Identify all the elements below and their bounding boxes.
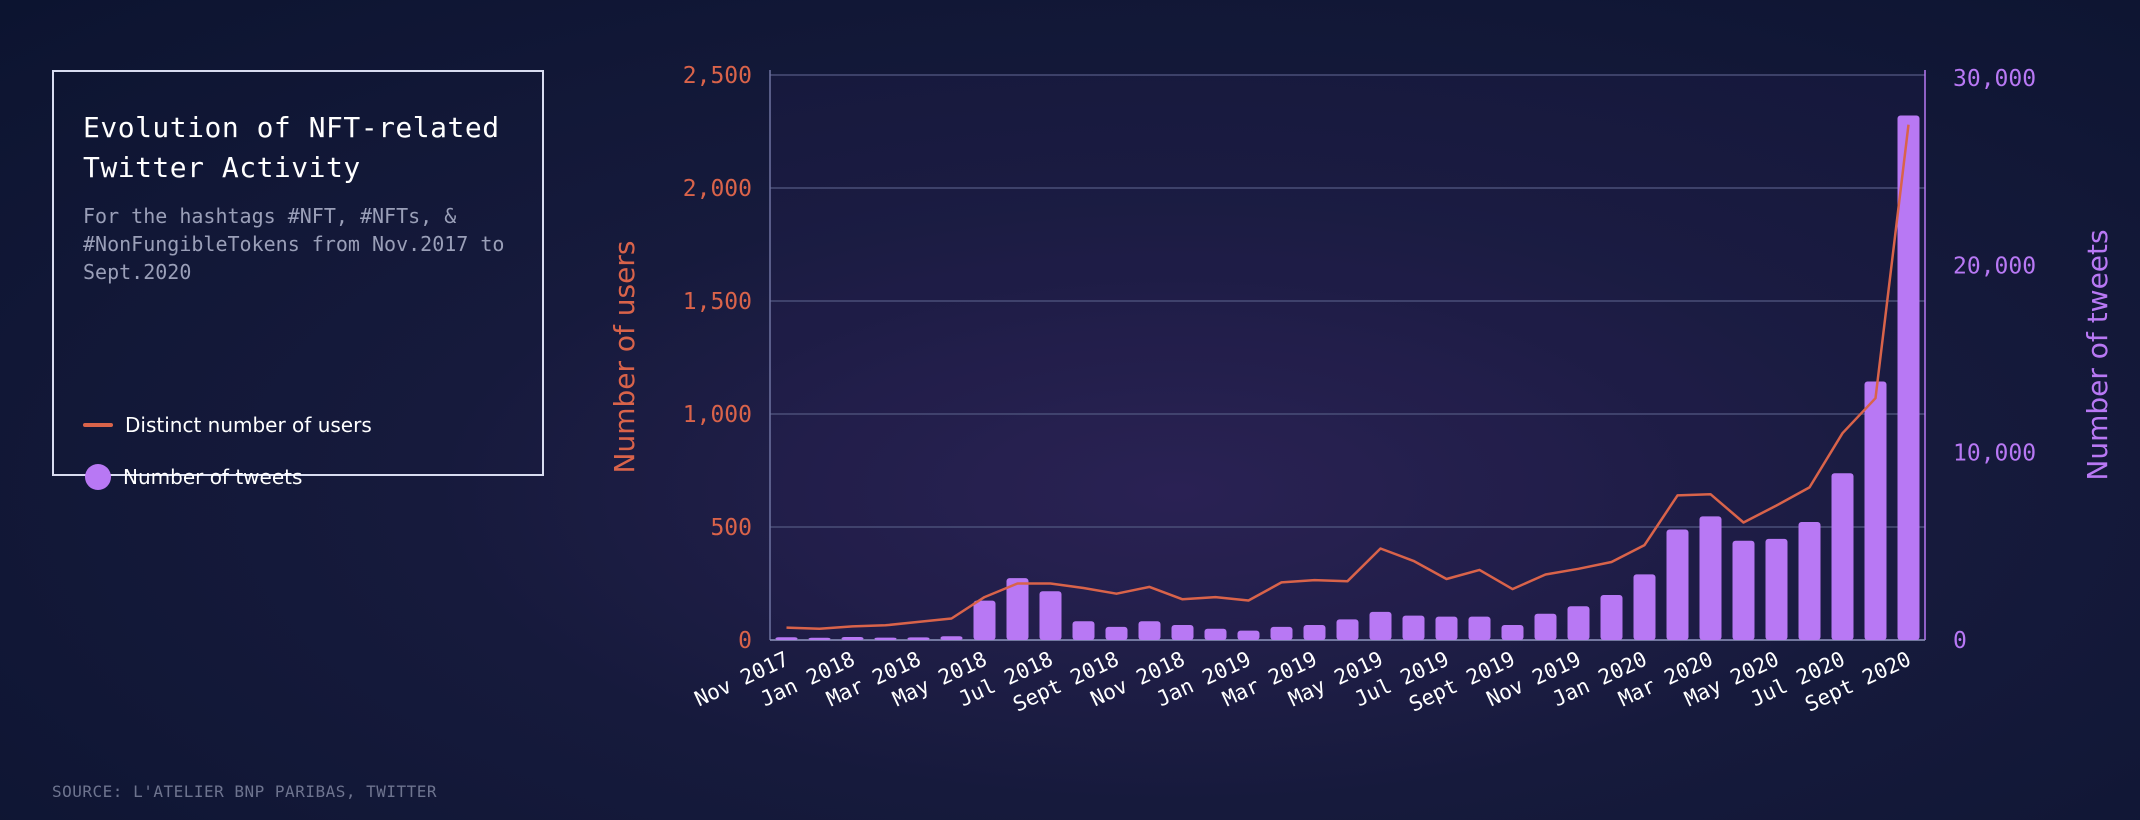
legend-panel: Evolution of NFT-related Twitter Activit… <box>52 70 544 490</box>
y-right-tick-label: 30,000 <box>1953 66 2036 92</box>
y-right-tick-label: 0 <box>1953 628 1967 654</box>
tweets-bar <box>1468 616 1491 640</box>
legend-label-tweets: Number of tweets <box>123 465 303 489</box>
tweets-bar <box>1105 626 1128 640</box>
tweets-bar <box>1237 630 1260 640</box>
chart-subtitle: For the hashtags #NFT, #NFTs, & #NonFung… <box>83 204 505 284</box>
tweets-bar <box>1798 521 1821 640</box>
tweets-bar <box>1600 595 1623 640</box>
y-left-tick-label: 1,500 <box>683 289 752 315</box>
tweets-bar <box>1501 625 1524 640</box>
tweets-bar <box>841 637 864 640</box>
tweets-bar <box>775 637 798 640</box>
tweets-bar <box>1534 613 1557 640</box>
tweets-bar <box>1567 606 1590 640</box>
y-left-tick-label: 1,000 <box>683 402 752 428</box>
tweets-bar <box>1402 615 1425 640</box>
y-left-tick-label: 2,500 <box>683 63 752 89</box>
tweets-bar <box>1006 578 1029 640</box>
tweets-bar <box>1303 625 1326 640</box>
tweets-bar <box>1204 628 1227 640</box>
tweets-bar <box>1435 616 1458 640</box>
tweets-bar <box>1699 516 1722 640</box>
source-note: SOURCE: L'ATELIER BNP PARIBAS, TWITTER <box>52 782 438 801</box>
legend-line-marker <box>83 423 113 427</box>
y-right-tick-label: 10,000 <box>1953 441 2036 467</box>
y-right-axis-title: Number of tweets <box>2081 229 2114 480</box>
tweets-bar <box>1897 115 1920 640</box>
tweets-bar <box>1138 621 1161 640</box>
tweets-bar <box>907 637 930 640</box>
tweets-bar <box>808 637 831 640</box>
legend-item-tweets: Number of tweets <box>83 462 302 492</box>
users-line <box>786 124 1910 630</box>
y-left-tick-label: 2,000 <box>683 176 752 202</box>
tweets-bar <box>1072 621 1095 640</box>
tweets-bar <box>1831 473 1854 640</box>
tweets-bar <box>1270 626 1293 640</box>
tweets-bar <box>1336 619 1359 640</box>
y-left-tick-label: 500 <box>710 515 752 541</box>
tweets-bar <box>1039 591 1062 640</box>
y-left-tick-label: 0 <box>738 628 752 654</box>
y-right-tick-label: 20,000 <box>1953 253 2036 279</box>
tweets-bar <box>973 600 996 640</box>
tweets-bar <box>940 636 963 640</box>
tweets-bar <box>1864 381 1887 640</box>
tweets-bar <box>1765 538 1788 640</box>
legend-item-users: Distinct number of users <box>83 410 372 440</box>
tweets-bar <box>874 637 897 640</box>
legend-circle-marker <box>85 464 111 490</box>
chart-title: Evolution of NFT-related Twitter Activit… <box>83 111 500 184</box>
tweets-bar <box>1666 529 1689 640</box>
tweets-bar <box>1369 611 1392 640</box>
tweets-bar <box>1732 540 1755 640</box>
legend-label-users: Distinct number of users <box>125 413 372 437</box>
y-left-axis-title: Number of users <box>608 241 641 474</box>
tweets-bar <box>1633 574 1656 640</box>
tweets-bar <box>1171 625 1194 640</box>
